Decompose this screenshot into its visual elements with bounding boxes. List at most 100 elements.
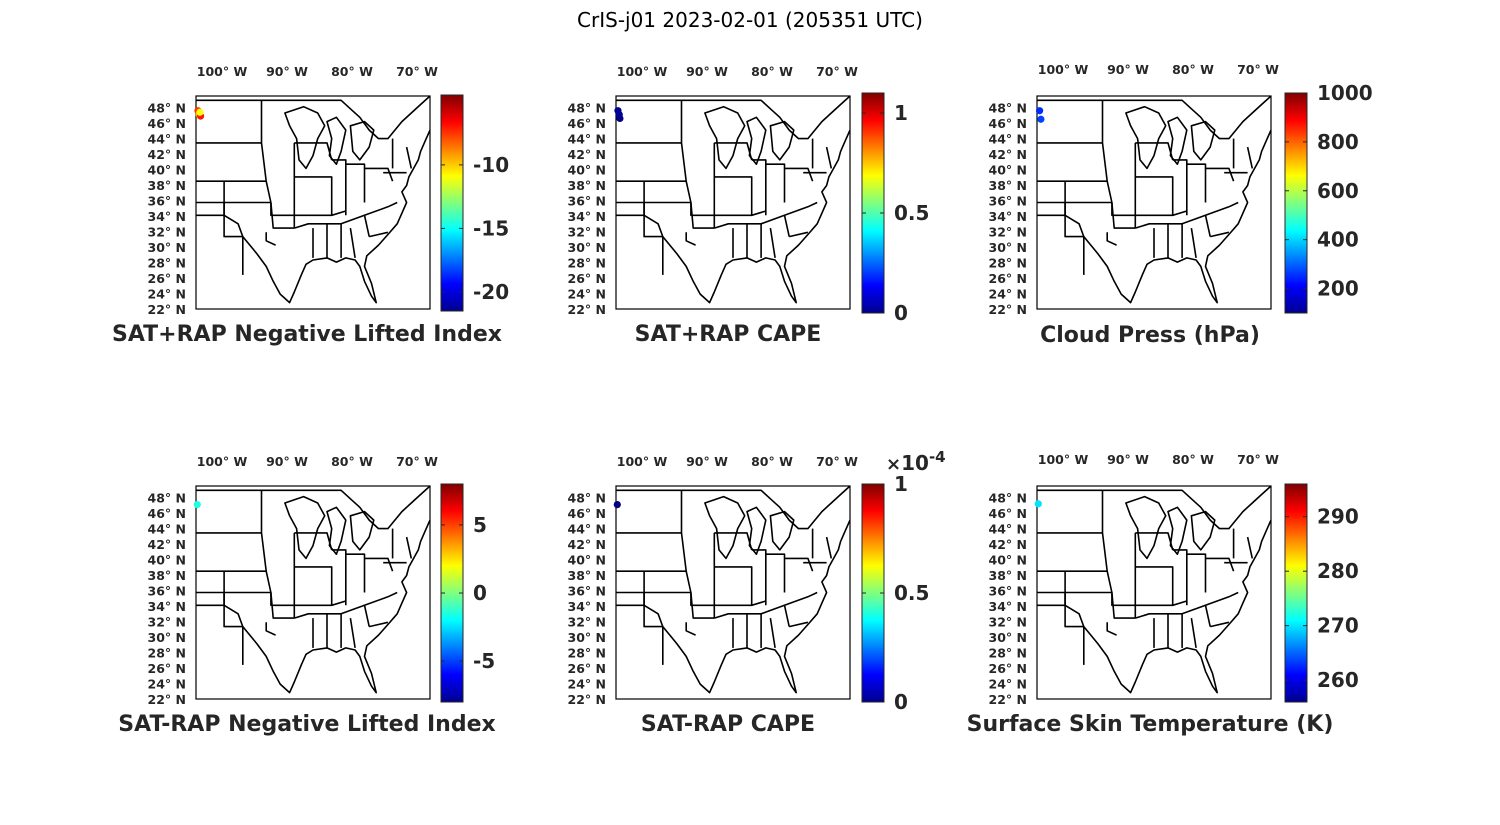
data-point [196, 108, 204, 116]
lat-tick-label: 44° N [568, 132, 606, 147]
lon-tick-label: 80° W [331, 454, 373, 469]
lat-tick-label: 36° N [568, 584, 606, 599]
lon-tick-label: 100° W [617, 64, 668, 79]
lat-tick-label: 30° N [568, 630, 606, 645]
lat-tick-label: 24° N [148, 677, 186, 692]
lat-tick-label: 36° N [989, 584, 1027, 599]
lat-tick-label: 28° N [148, 646, 186, 661]
us-state-boundaries [1037, 486, 1271, 694]
lat-tick-label: 34° N [989, 599, 1027, 614]
lat-tick-label: 44° N [568, 522, 606, 537]
us-state-boundaries [616, 96, 850, 304]
lon-tick-label: 100° W [1038, 62, 1089, 77]
lon-tick-label: 100° W [197, 454, 248, 469]
lat-tick-label: 36° N [989, 194, 1027, 209]
colorbar [440, 94, 464, 312]
lat-tick-label: 28° N [989, 646, 1027, 661]
colorbar [861, 92, 885, 314]
lat-tick-label: 40° N [989, 163, 1027, 178]
lon-tick-label: 70° W [396, 64, 438, 79]
lat-tick-label: 30° N [148, 240, 186, 255]
colorbar-tick-label: 260 [1317, 668, 1359, 692]
colorbar-tick-label: 200 [1317, 277, 1359, 301]
lat-tick-label: 44° N [989, 522, 1027, 537]
colorbar [1284, 483, 1308, 703]
lon-tick-label: 70° W [1237, 62, 1279, 77]
lat-tick-label: 38° N [989, 178, 1027, 193]
lat-tick-label: 34° N [148, 209, 186, 224]
colorbar-tick-label: -20 [473, 280, 509, 304]
lon-tick-label: 70° W [816, 64, 858, 79]
panel-title: SAT+RAP CAPE [635, 322, 822, 347]
us-state-boundaries [196, 486, 430, 694]
lon-tick-label: 80° W [751, 454, 793, 469]
lat-tick-label: 38° N [989, 568, 1027, 583]
lon-tick-label: 90° W [1107, 62, 1149, 77]
lat-tick-label: 48° N [568, 491, 606, 506]
lon-tick-label: 100° W [1038, 452, 1089, 467]
lon-tick-label: 80° W [1172, 62, 1214, 77]
panel-4: 100° W 90° W 80° W 70° W 48° N46° N44° N42° … [118, 454, 495, 737]
lat-tick-label: 42° N [148, 537, 186, 552]
lat-tick-label: 40° N [148, 553, 186, 568]
panel-title: Cloud Press (hPa) [1040, 323, 1260, 348]
us-state-boundaries [616, 486, 850, 694]
lon-tick-label: 100° W [197, 64, 248, 79]
data-point [616, 114, 624, 123]
lat-tick-label: 40° N [989, 553, 1027, 568]
lat-tick-label: 28° N [148, 256, 186, 271]
lon-tick-label: 100° W [617, 454, 668, 469]
lat-tick-label: 38° N [148, 178, 186, 193]
lat-tick-label: 26° N [568, 271, 606, 286]
lat-tick-label: 36° N [148, 584, 186, 599]
lat-tick-label: 48° N [148, 491, 186, 506]
lat-tick-label: 22° N [568, 302, 606, 317]
lat-tick-label: 46° N [568, 116, 606, 131]
colorbar-tick-label: 1 [894, 472, 908, 496]
colorbar-tick-label: 1 [894, 101, 908, 125]
lon-tick-label: 70° W [1237, 452, 1279, 467]
data-point [1037, 115, 1045, 123]
lat-tick-label: 24° N [989, 287, 1027, 302]
lon-tick-label: 80° W [751, 64, 793, 79]
panel-3: 100° W 90° W 80° W 70° W 48° N46° N44° N42° … [989, 62, 1373, 348]
colorbar-tick-label: 280 [1317, 559, 1359, 583]
figure-title: CrIS-j01 2023-02-01 (205351 UTC) [577, 8, 923, 32]
lat-tick-label: 24° N [148, 287, 186, 302]
lat-tick-label: 40° N [148, 163, 186, 178]
panel-title: Surface Skin Temperature (K) [967, 712, 1334, 737]
lat-tick-label: 36° N [568, 194, 606, 209]
lat-tick-label: 28° N [568, 256, 606, 271]
lat-tick-label: 44° N [148, 522, 186, 537]
lat-tick-label: 32° N [989, 225, 1027, 240]
lat-tick-label: 46° N [989, 116, 1027, 131]
colorbar [1284, 92, 1308, 314]
colorbar-tick-label: 1000 [1317, 81, 1373, 105]
lat-tick-label: 48° N [568, 101, 606, 116]
panel-5: 100° W 90° W 80° W 70° W 48° N46° N44° N42° … [568, 448, 946, 737]
lon-tick-label: 90° W [266, 454, 308, 469]
lat-tick-label: 44° N [989, 132, 1027, 147]
us-state-boundaries [196, 96, 430, 304]
panel-title: SAT+RAP Negative Lifted Index [112, 322, 502, 347]
lat-tick-label: 30° N [989, 240, 1027, 255]
lat-tick-label: 22° N [148, 302, 186, 317]
lat-tick-label: 46° N [148, 116, 186, 131]
lat-tick-label: 30° N [568, 240, 606, 255]
colorbar-tick-label: 5 [473, 513, 487, 537]
colorbar-tick-label: 270 [1317, 614, 1359, 638]
data-point [1034, 500, 1042, 508]
lat-tick-label: 42° N [568, 537, 606, 552]
lat-tick-label: 26° N [148, 661, 186, 676]
colorbar-tick-label: 400 [1317, 228, 1359, 252]
lat-tick-label: 26° N [989, 271, 1027, 286]
lat-tick-label: 46° N [568, 506, 606, 521]
lon-tick-label: 70° W [816, 454, 858, 469]
lon-tick-label: 90° W [266, 64, 308, 79]
lat-tick-label: 36° N [148, 194, 186, 209]
lat-tick-label: 42° N [989, 147, 1027, 162]
colorbar-tick-label: 600 [1317, 179, 1359, 203]
lat-tick-label: 34° N [989, 209, 1027, 224]
colorbar-tick-label: -15 [473, 216, 509, 240]
